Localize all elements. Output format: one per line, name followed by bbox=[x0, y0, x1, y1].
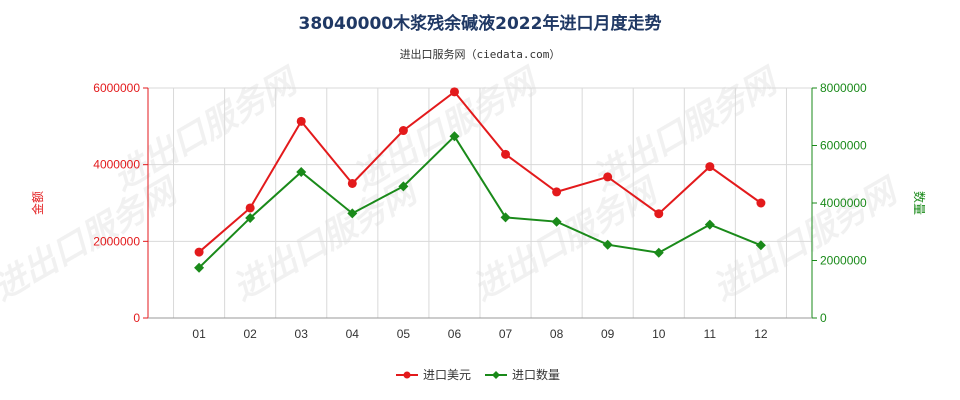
x-tick-label: 03 bbox=[295, 327, 309, 341]
x-axis-ticks: 01 02 03 04 05 06 07 08 09 10 11 12 bbox=[192, 327, 768, 341]
data-point bbox=[755, 240, 766, 251]
legend-label: 进口数量 bbox=[512, 367, 560, 382]
x-tick-label: 01 bbox=[192, 327, 206, 341]
x-tick-label: 07 bbox=[499, 327, 513, 341]
left-axis-ticks: 0 2000000 4000000 6000000 bbox=[93, 81, 148, 325]
legend-item-import-quantity[interactable]: 进口数量 bbox=[485, 367, 560, 382]
data-point bbox=[398, 181, 409, 192]
left-tick-label: 2000000 bbox=[93, 234, 140, 248]
watermark-text: 进出口服务网 bbox=[706, 170, 907, 309]
legend: 进口美元 进口数量 bbox=[396, 367, 560, 382]
right-axis-title: 数量 bbox=[912, 191, 927, 215]
legend-swatch-marker bbox=[403, 371, 411, 379]
data-point bbox=[245, 212, 256, 223]
data-point bbox=[449, 131, 460, 142]
right-tick-label: 6000000 bbox=[820, 139, 867, 153]
x-tick-label: 04 bbox=[346, 327, 360, 341]
x-tick-label: 10 bbox=[652, 327, 666, 341]
chart-subtitle: 进出口服务网（ciedata.com） bbox=[400, 47, 561, 61]
data-point bbox=[194, 247, 204, 257]
right-tick-label: 8000000 bbox=[820, 81, 867, 95]
left-tick-label: 0 bbox=[133, 311, 140, 325]
data-point bbox=[296, 116, 306, 126]
left-axis-title: 金额 bbox=[30, 191, 45, 215]
data-point bbox=[654, 209, 664, 219]
series-import-quantity bbox=[194, 131, 766, 273]
data-point bbox=[245, 203, 255, 213]
right-axis-ticks: 0 2000000 4000000 6000000 8000000 bbox=[812, 81, 867, 325]
data-point bbox=[194, 262, 205, 273]
left-tick-label: 4000000 bbox=[93, 158, 140, 172]
grid-lines bbox=[148, 87, 812, 319]
data-point bbox=[603, 172, 613, 182]
data-point bbox=[552, 187, 562, 197]
x-tick-label: 06 bbox=[448, 327, 462, 341]
data-point bbox=[653, 247, 664, 258]
chart-title: 38040000木浆残余碱液2022年进口月度走势 bbox=[299, 13, 662, 34]
series-import-usd bbox=[194, 87, 766, 257]
x-tick-label: 11 bbox=[704, 327, 717, 341]
watermark-text: 进出口服务网 bbox=[346, 60, 547, 199]
data-point bbox=[704, 219, 715, 230]
data-point bbox=[602, 239, 613, 250]
data-point bbox=[296, 166, 307, 177]
legend-swatch-marker bbox=[492, 371, 500, 379]
data-point bbox=[347, 208, 358, 219]
x-tick-label: 02 bbox=[243, 327, 257, 341]
x-tick-label: 12 bbox=[754, 327, 768, 341]
data-point bbox=[551, 216, 562, 227]
x-tick-label: 05 bbox=[397, 327, 411, 341]
legend-label: 进口美元 bbox=[423, 368, 471, 382]
watermark-text: 进出口服务网 bbox=[586, 60, 787, 199]
data-point bbox=[347, 178, 357, 188]
right-tick-label: 4000000 bbox=[820, 196, 867, 210]
data-point bbox=[500, 212, 511, 223]
data-point bbox=[398, 126, 408, 136]
right-tick-label: 2000000 bbox=[820, 254, 867, 268]
watermark-text: 进出口服务网 bbox=[466, 170, 667, 309]
data-point bbox=[449, 87, 459, 97]
x-tick-label: 09 bbox=[601, 327, 615, 341]
x-tick-label: 08 bbox=[550, 327, 564, 341]
data-point bbox=[501, 149, 511, 159]
legend-item-import-usd[interactable]: 进口美元 bbox=[396, 368, 471, 382]
data-point bbox=[756, 198, 766, 208]
series-line bbox=[198, 134, 762, 269]
right-tick-label: 0 bbox=[820, 311, 827, 325]
series-line bbox=[198, 90, 762, 253]
left-tick-label: 6000000 bbox=[93, 81, 140, 95]
data-point bbox=[705, 162, 715, 172]
series-layer bbox=[194, 87, 766, 273]
